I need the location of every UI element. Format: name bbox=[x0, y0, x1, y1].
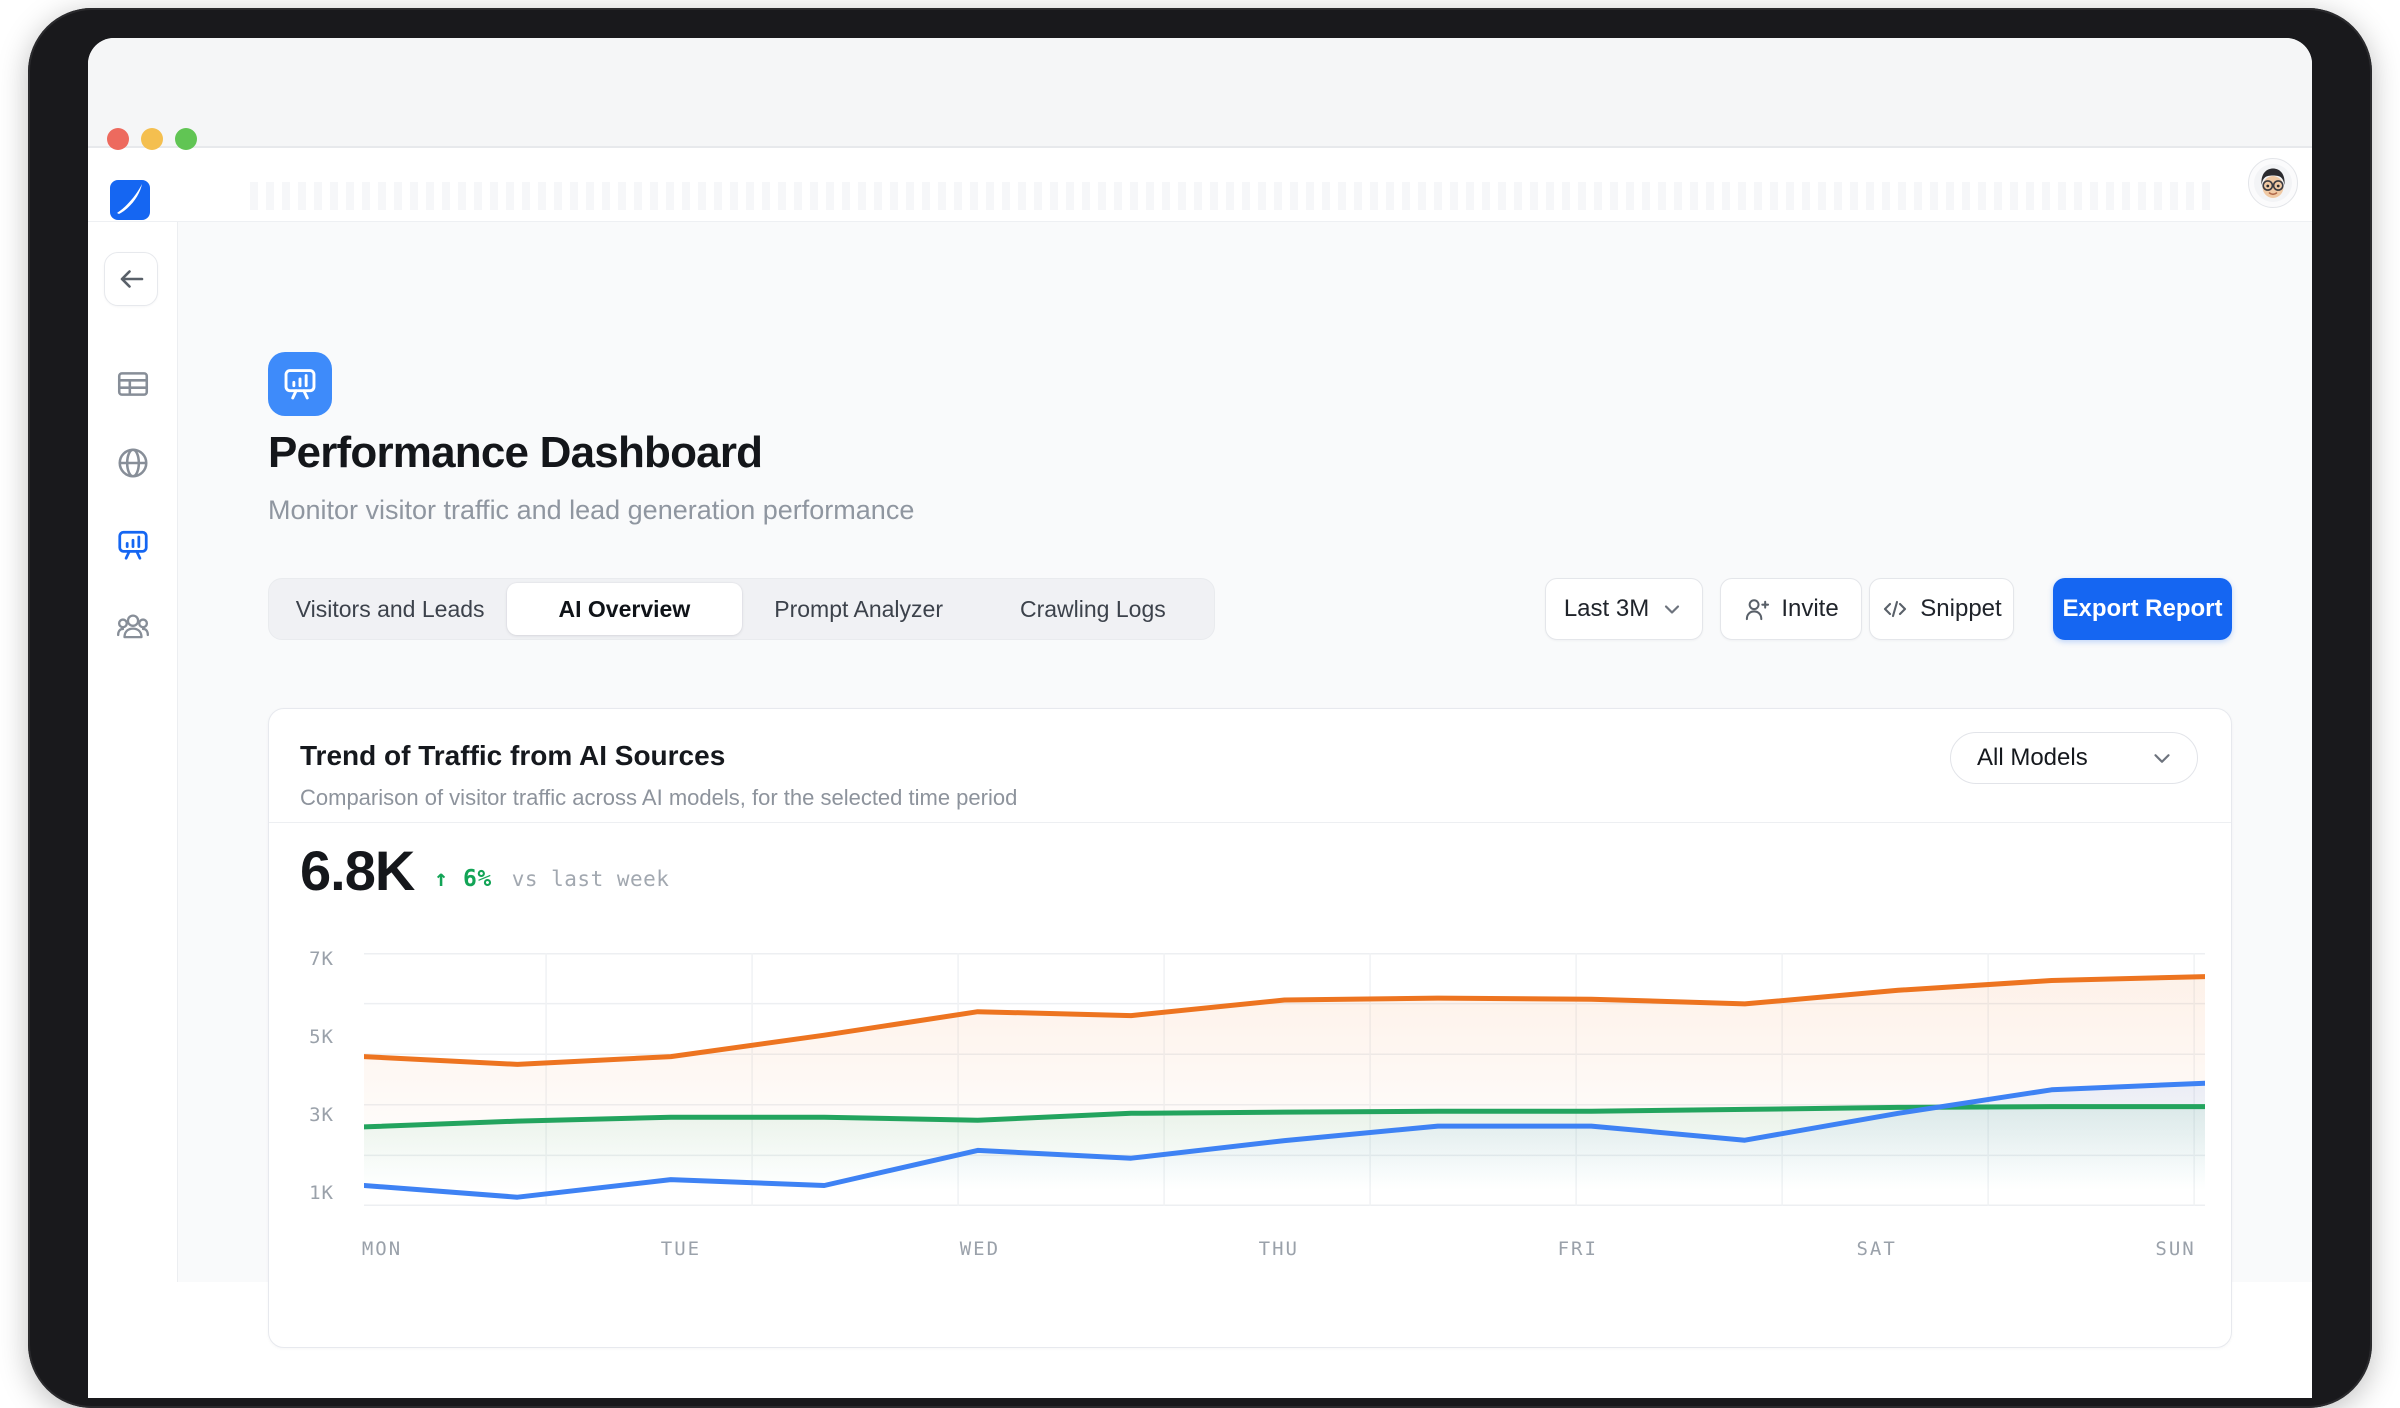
card-subtitle: Comparison of visitor traffic across AI … bbox=[300, 784, 1017, 812]
tab-prompt-analyzer[interactable]: Prompt Analyzer bbox=[742, 583, 976, 635]
date-range-select[interactable]: Last 3M bbox=[1545, 578, 1703, 640]
page-subtitle: Monitor visitor traffic and lead generat… bbox=[268, 492, 914, 528]
tab-ai-overview[interactable]: AI Overview bbox=[507, 583, 741, 635]
people-icon bbox=[115, 608, 151, 644]
export-report-label: Export Report bbox=[2062, 595, 2222, 623]
invite-button[interactable]: Invite bbox=[1720, 578, 1862, 640]
arrow-up-icon: ↑ bbox=[434, 866, 448, 892]
code-icon bbox=[1881, 595, 1909, 623]
dashboard-tabs: Visitors and LeadsAI OverviewPrompt Anal… bbox=[268, 578, 1215, 640]
zoom-button[interactable] bbox=[175, 128, 197, 150]
date-range-value: Last 3M bbox=[1564, 595, 1649, 623]
stat-value: 6.8K bbox=[300, 840, 414, 902]
x-axis-tick: FRI bbox=[1558, 1238, 1598, 1260]
invite-label: Invite bbox=[1781, 595, 1838, 623]
table-icon bbox=[115, 366, 151, 402]
x-axis-tick: SAT bbox=[1856, 1238, 1896, 1260]
presentation-chart-icon bbox=[115, 527, 151, 563]
x-axis-tick: SUN bbox=[2155, 1238, 2195, 1260]
close-button[interactable] bbox=[107, 128, 129, 150]
tab-visitors-and-leads[interactable]: Visitors and Leads bbox=[273, 583, 507, 635]
stat-delta-value: 6% bbox=[463, 866, 492, 892]
sidebar-item-team[interactable] bbox=[115, 608, 151, 644]
sidebar-item-web[interactable] bbox=[115, 445, 151, 481]
back-button[interactable] bbox=[104, 252, 158, 306]
navbar-blurred-menu bbox=[250, 182, 2210, 210]
tab-crawling-logs[interactable]: Crawling Logs bbox=[976, 583, 1210, 635]
y-axis-tick: 7K bbox=[309, 948, 334, 970]
y-axis-labels: 7K5K3K1K bbox=[286, 953, 334, 1206]
y-axis-tick: 3K bbox=[309, 1104, 334, 1126]
presentation-chart-icon bbox=[281, 365, 319, 403]
arrow-left-icon bbox=[114, 262, 148, 296]
globe-icon bbox=[115, 445, 151, 481]
user-avatar[interactable] bbox=[2248, 158, 2298, 208]
model-filter-select[interactable]: All Models bbox=[1950, 732, 2198, 784]
sidebar-item-performance[interactable] bbox=[115, 527, 151, 563]
minimize-button[interactable] bbox=[141, 128, 163, 150]
chevron-down-icon bbox=[1660, 597, 1684, 621]
card-divider bbox=[269, 822, 2231, 823]
window-titlebar bbox=[88, 38, 2312, 148]
traffic-line-chart[interactable] bbox=[364, 953, 2205, 1206]
app-logo[interactable] bbox=[110, 180, 150, 220]
page-title: Performance Dashboard bbox=[268, 428, 762, 478]
dashboard-icon-badge bbox=[268, 352, 332, 416]
x-axis-tick: MON bbox=[362, 1238, 402, 1260]
stat-comparison: vs last week bbox=[512, 867, 670, 902]
sidebar-item-tables[interactable] bbox=[115, 366, 151, 402]
x-axis-tick: THU bbox=[1259, 1238, 1299, 1260]
chevron-down-icon bbox=[2149, 745, 2175, 771]
card-title: Trend of Traffic from AI Sources bbox=[300, 738, 725, 774]
stat-delta: ↑ 6% bbox=[434, 866, 491, 902]
model-filter-value: All Models bbox=[1977, 744, 2088, 772]
snippet-label: Snippet bbox=[1920, 595, 2001, 623]
logo-swoosh-icon bbox=[110, 180, 150, 220]
export-report-button[interactable]: Export Report bbox=[2053, 578, 2232, 640]
y-axis-tick: 5K bbox=[309, 1026, 334, 1048]
left-sidebar bbox=[88, 222, 178, 1282]
y-axis-tick: 1K bbox=[309, 1182, 334, 1204]
memoji-face-icon bbox=[2253, 163, 2293, 203]
x-axis-tick: TUE bbox=[661, 1238, 701, 1260]
x-axis-tick: WED bbox=[960, 1238, 1000, 1260]
user-plus-icon bbox=[1743, 596, 1770, 623]
x-axis-labels: MON TUE WED THU FRI SAT SUN bbox=[364, 1238, 2205, 1266]
headline-stat: 6.8K ↑ 6% vs last week bbox=[300, 840, 669, 902]
snippet-button[interactable]: Snippet bbox=[1869, 578, 2014, 640]
